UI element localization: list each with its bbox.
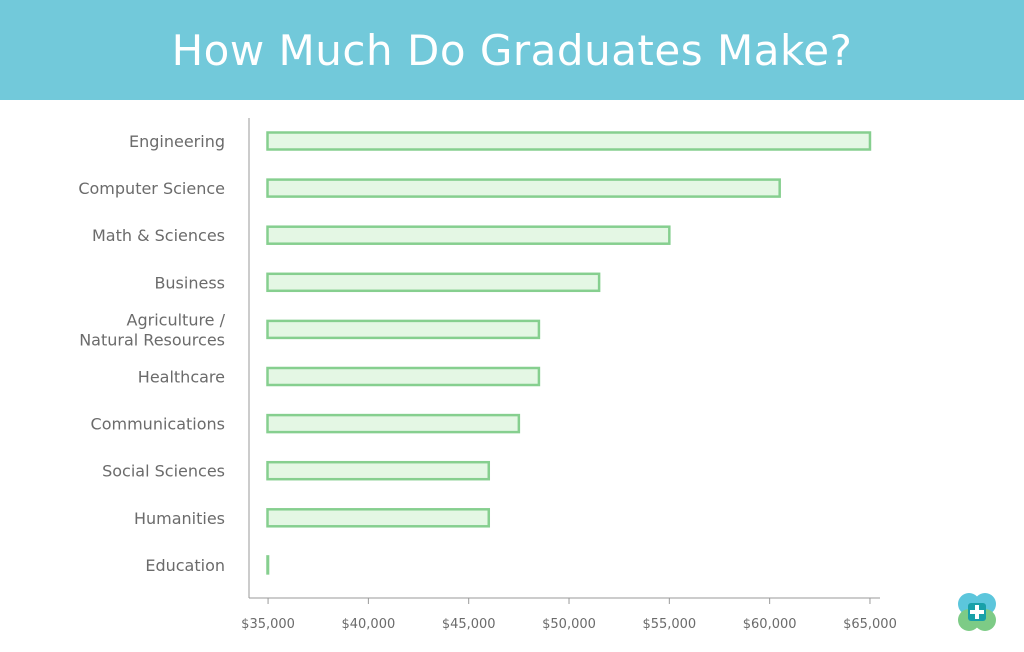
bar-chart: Engineering Computer Science Math & Scienc… bbox=[78, 118, 897, 632]
category-label: Humanities bbox=[134, 509, 225, 528]
medical-cross-clover-icon bbox=[958, 593, 996, 631]
bar bbox=[266, 272, 601, 293]
category-label: Computer Science bbox=[78, 179, 225, 198]
title-banner: How Much Do Graduates Make? bbox=[0, 0, 1024, 100]
bar bbox=[266, 319, 541, 340]
chart-title: How Much Do Graduates Make? bbox=[171, 25, 853, 75]
bar bbox=[266, 131, 872, 151]
bars-group bbox=[266, 131, 872, 575]
bar bbox=[266, 555, 270, 575]
bar bbox=[266, 366, 541, 387]
x-tick-label: $60,000 bbox=[743, 617, 797, 632]
x-tick-label: $50,000 bbox=[542, 617, 596, 632]
bar bbox=[266, 508, 491, 528]
category-label: Social Sciences bbox=[102, 462, 225, 481]
category-label: Healthcare bbox=[138, 368, 225, 387]
category-label-line: Engineering bbox=[129, 132, 225, 151]
x-tick-label: $45,000 bbox=[442, 617, 496, 632]
logo-cross bbox=[970, 605, 984, 619]
category-label: Communications bbox=[91, 415, 225, 434]
category-label: Education bbox=[145, 556, 225, 575]
category-label-line: Healthcare bbox=[138, 368, 225, 387]
category-label-line: Humanities bbox=[134, 509, 225, 528]
bar bbox=[266, 225, 671, 245]
category-label: Business bbox=[154, 273, 225, 292]
category-label-line: Math & Sciences bbox=[92, 226, 225, 245]
category-label-line: Social Sciences bbox=[102, 462, 225, 481]
category-labels: Engineering Computer Science Math & Scienc… bbox=[78, 132, 225, 575]
x-tick-label: $65,000 bbox=[843, 617, 897, 632]
bar bbox=[266, 460, 491, 481]
bar bbox=[266, 413, 521, 434]
x-tick-label: $55,000 bbox=[642, 617, 696, 632]
category-label: Engineering bbox=[129, 132, 225, 151]
category-label-line: Agriculture / bbox=[127, 310, 226, 329]
bar bbox=[266, 178, 781, 198]
x-axis-ticks: $35,000 $40,000 $45,000 $50,000 $55,000 $60,0… bbox=[241, 598, 897, 632]
x-tick-label: $35,000 bbox=[241, 617, 295, 632]
category-label: Agriculture / Natural Resources bbox=[79, 310, 225, 349]
category-label-line: Computer Science bbox=[78, 179, 225, 198]
category-label: Math & Sciences bbox=[92, 226, 225, 245]
category-label-line: Natural Resources bbox=[79, 330, 225, 349]
category-label-line: Education bbox=[145, 556, 225, 575]
category-label-line: Business bbox=[154, 273, 225, 292]
x-tick-label: $40,000 bbox=[341, 617, 395, 632]
category-label-line: Communications bbox=[91, 415, 225, 434]
